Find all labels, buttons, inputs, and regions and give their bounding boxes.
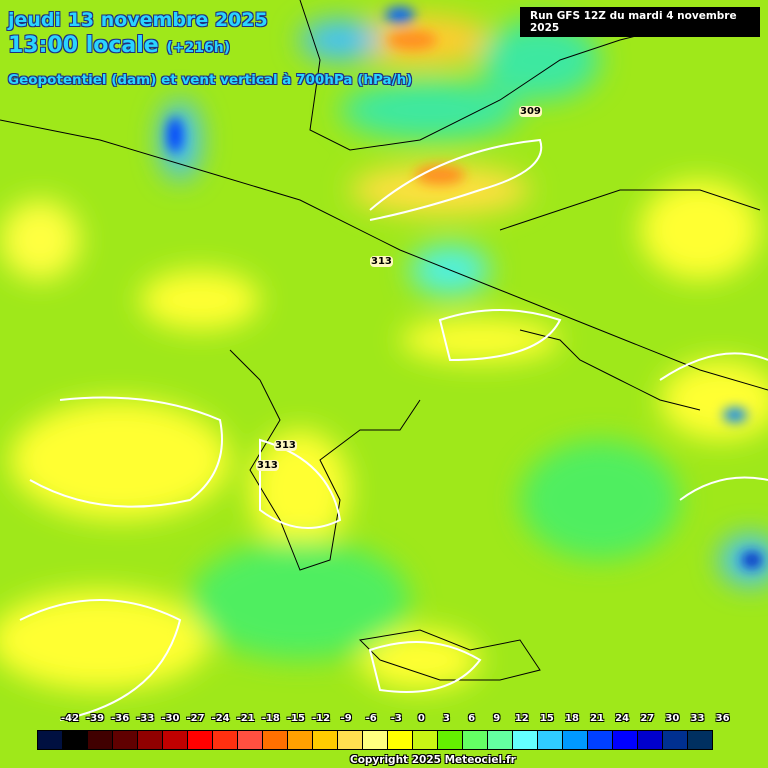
legend-tick-label: 12	[514, 713, 529, 724]
legend-tick-label: -18	[261, 713, 280, 724]
legend-swatch	[163, 731, 188, 749]
legend-tick-label: 18	[565, 713, 579, 724]
legend-tick-label: -42	[60, 713, 80, 724]
legend-swatch	[113, 731, 138, 749]
legend-tick-label: -30	[161, 713, 180, 724]
parameter-title: Geopotentiel (dam) et vent vertical à 70…	[8, 72, 413, 88]
legend-swatch	[513, 731, 538, 749]
legend-swatch	[63, 731, 88, 749]
legend-swatch	[663, 731, 688, 749]
legend-tick-label: -15	[286, 713, 305, 724]
legend-tick-label: 6	[468, 713, 476, 724]
legend-tick-label: -6	[365, 713, 377, 724]
legend-tick-label: 27	[640, 713, 655, 724]
legend-swatch	[638, 731, 663, 749]
legend-swatch	[213, 731, 238, 749]
legend-tick-label: -21	[236, 713, 255, 724]
legend-swatch	[438, 731, 463, 749]
legend-swatch	[463, 731, 488, 749]
legend-swatch	[388, 731, 413, 749]
legend-swatch	[338, 731, 363, 749]
legend-swatch	[488, 731, 513, 749]
color-scale-legend	[37, 730, 713, 750]
legend-swatch	[138, 731, 163, 749]
legend-tick-label: 24	[615, 713, 630, 724]
legend-tick-label: 33	[690, 713, 705, 724]
legend-tick-label: -39	[86, 713, 105, 724]
legend-tick-label: -12	[311, 713, 331, 724]
legend-swatch	[288, 731, 313, 749]
legend-swatch	[588, 731, 613, 749]
legend-tick-label: 9	[493, 713, 501, 724]
run-info: Run GFS 12Z du mardi 4 novembre 2025	[520, 7, 760, 37]
legend-swatch	[538, 731, 563, 749]
legend-tick-label: -24	[211, 713, 230, 724]
legend-tick-label: -3	[390, 713, 402, 724]
legend-tick-label: -9	[340, 713, 352, 724]
legend-swatch	[188, 731, 213, 749]
zero-isolines	[19, 138, 768, 721]
legend-swatch	[363, 731, 388, 749]
contour-label: 309	[519, 106, 542, 117]
legend-swatch	[313, 731, 338, 749]
contour-label: 313	[274, 440, 297, 451]
legend-swatch	[238, 731, 263, 749]
forecast-time: 13:00 locale (+216h)	[8, 33, 230, 58]
legend-swatch	[413, 731, 438, 749]
copyright: Copyright 2025 Meteociel.fr	[350, 754, 516, 766]
legend-swatch	[688, 731, 712, 749]
legend-tick-label: 15	[539, 713, 554, 724]
local-time: 13:00 locale	[8, 33, 159, 58]
forecast-date: jeudi 13 novembre 2025	[8, 9, 268, 31]
legend-tick-label: -27	[186, 713, 205, 724]
legend-tick-label: -33	[136, 713, 155, 724]
legend-swatch	[563, 731, 588, 749]
contour-label: 313	[370, 256, 393, 267]
contour-label: 313	[256, 460, 279, 471]
legend-tick-label: 0	[417, 713, 425, 724]
borders	[0, 0, 768, 681]
legend-tick-label: 36	[715, 713, 730, 724]
vertical-velocity-field	[0, 15, 768, 690]
legend-tick-label: 30	[665, 713, 680, 724]
legend-swatch	[613, 731, 638, 749]
legend-swatch	[88, 731, 113, 749]
legend-swatch	[38, 731, 63, 749]
legend-swatch	[263, 731, 288, 749]
legend-tick-label: -36	[111, 713, 130, 724]
legend-tick-label: 3	[443, 713, 450, 724]
lead-time: (+216h)	[166, 40, 231, 56]
legend-tick-label: 21	[590, 713, 605, 724]
